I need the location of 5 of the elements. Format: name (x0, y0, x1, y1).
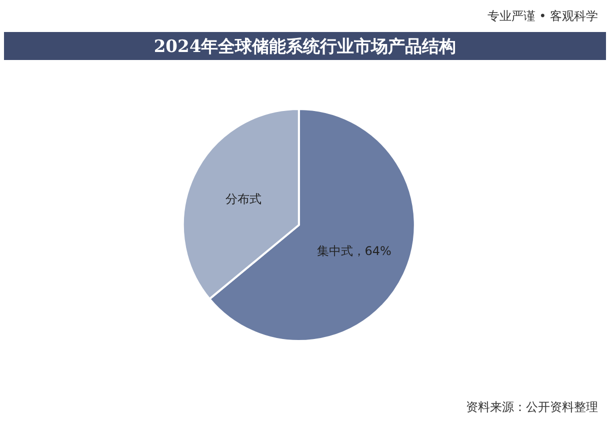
slice-label: 集中式，64% (316, 244, 392, 258)
slice-label: 分布式 (226, 192, 262, 206)
text: 专业严谨 • 客观科学 (486, 8, 599, 24)
text: 资料来源：公开资料整理 (466, 399, 598, 416)
chart-title: 2024年全球储能系统行业市场产品结构 (4, 32, 606, 60)
